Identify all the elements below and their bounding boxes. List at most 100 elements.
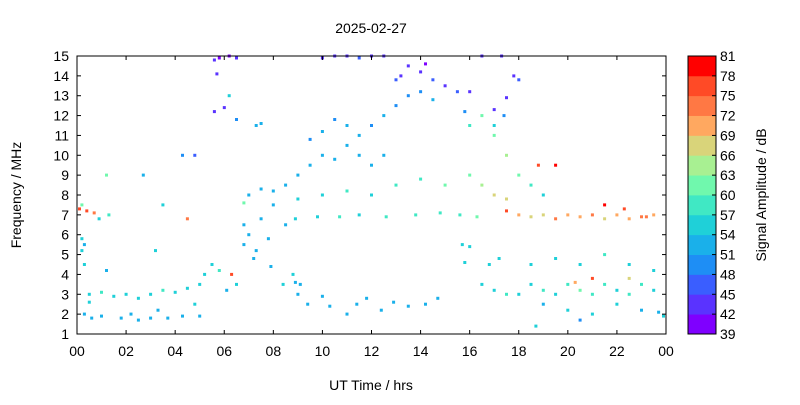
data-point: [357, 56, 361, 60]
data-point: [370, 163, 373, 167]
data-point: [320, 153, 324, 157]
data-point: [198, 314, 202, 318]
data-point: [154, 249, 157, 253]
data-point: [203, 272, 207, 276]
data-point: [622, 207, 626, 211]
data-point: [468, 173, 472, 177]
data-point: [291, 272, 295, 276]
data-point: [541, 302, 545, 306]
x-tick-label: 00: [69, 343, 85, 359]
data-point: [105, 173, 108, 177]
colorbar-band: [688, 294, 716, 315]
data-point: [85, 209, 89, 213]
data-point: [242, 201, 246, 205]
data-point: [406, 64, 410, 68]
data-point: [394, 104, 398, 108]
data-point: [235, 118, 238, 121]
data-point: [82, 312, 86, 316]
x-tick-label: 02: [118, 343, 134, 359]
data-point: [161, 203, 165, 207]
data-point: [487, 263, 491, 266]
data-point: [578, 215, 582, 219]
data-point: [357, 213, 361, 217]
data-point: [424, 302, 427, 306]
colorbar-band: [688, 314, 716, 335]
data-point: [345, 312, 349, 316]
data-point: [293, 217, 297, 221]
data-point: [198, 282, 202, 286]
data-point: [640, 308, 643, 312]
data-point: [652, 288, 656, 292]
data-point: [320, 294, 324, 298]
y-tick-label: 6: [61, 227, 69, 243]
data-point: [193, 153, 197, 157]
data-point: [242, 223, 246, 227]
data-point: [254, 249, 258, 253]
data-point: [554, 292, 558, 296]
colorbar-tick-label: 75: [720, 88, 736, 104]
data-point: [431, 98, 435, 102]
data-point: [266, 237, 270, 241]
data-point: [112, 294, 116, 298]
data-point: [217, 269, 221, 272]
data-point: [210, 263, 214, 266]
data-point: [100, 314, 103, 318]
data-point: [502, 114, 506, 118]
data-point: [475, 215, 479, 219]
colorbar-band: [688, 175, 716, 196]
data-point: [80, 237, 84, 241]
data-point: [463, 110, 467, 114]
data-point: [627, 276, 631, 280]
y-tick-label: 4: [61, 266, 69, 282]
x-tick-label: 12: [364, 343, 380, 359]
data-point: [480, 282, 484, 286]
data-point: [615, 213, 619, 217]
data-point: [505, 292, 508, 296]
colorbar-tick-label: 48: [720, 266, 736, 282]
data-point: [129, 312, 133, 316]
data-point: [640, 215, 643, 219]
data-point: [338, 215, 342, 219]
data-point: [505, 153, 508, 157]
data-point: [578, 318, 582, 322]
colorbar-tick-label: 66: [720, 147, 736, 163]
data-point: [235, 282, 238, 286]
data-point: [566, 282, 570, 286]
data-point: [662, 314, 665, 318]
data-point: [603, 253, 607, 257]
data-point: [573, 280, 577, 284]
data-point: [149, 316, 153, 320]
data-point: [357, 133, 361, 137]
data-point: [259, 122, 263, 125]
data-point: [269, 265, 273, 268]
data-point: [590, 312, 594, 316]
colorbar-band: [688, 75, 716, 97]
data-point: [296, 197, 300, 201]
data-point: [578, 288, 582, 292]
colorbar-band: [688, 195, 716, 216]
data-point: [652, 269, 656, 272]
data-point: [370, 124, 373, 127]
data-point: [615, 302, 619, 306]
data-point: [505, 209, 508, 213]
data-point: [124, 292, 128, 296]
data-point: [281, 282, 285, 286]
data-point: [640, 282, 643, 286]
data-point: [87, 292, 91, 296]
colorbar-tick-label: 72: [720, 108, 736, 124]
data-point: [480, 114, 484, 118]
data-point: [505, 96, 508, 100]
y-tick-label: 9: [61, 167, 69, 183]
data-point: [652, 213, 656, 217]
data-point: [80, 203, 84, 207]
x-axis-label: UT Time / hrs: [329, 377, 413, 393]
colorbar-tick-label: 60: [720, 187, 736, 203]
data-point: [357, 153, 361, 157]
data-point: [173, 290, 177, 294]
data-point: [431, 78, 435, 82]
data-point: [644, 215, 648, 219]
data-point: [161, 288, 165, 292]
data-point: [215, 72, 219, 76]
y-tick-label: 7: [61, 207, 69, 223]
y-tick-label: 11: [54, 127, 69, 143]
